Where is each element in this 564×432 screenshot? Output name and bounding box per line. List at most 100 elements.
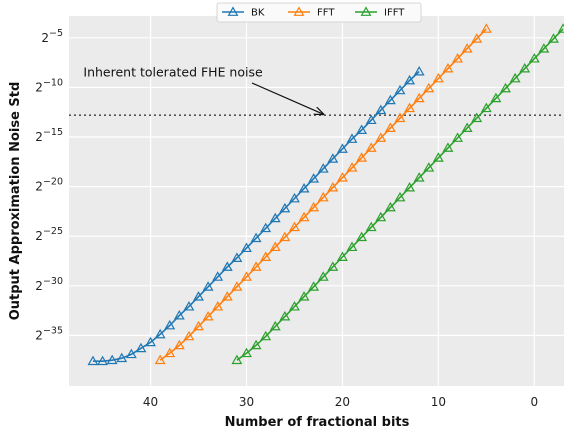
data-point-fft — [413, 92, 425, 103]
legend-label: FFT — [317, 8, 335, 19]
data-point-fft — [480, 23, 492, 33]
data-point-bk — [212, 271, 224, 281]
data-point-fft — [183, 330, 195, 341]
data-point-ifft — [250, 339, 262, 350]
y-tick-label: 2−5 — [41, 28, 63, 45]
data-point-ifft — [231, 354, 243, 365]
data-point-ifft — [394, 191, 406, 202]
data-point-fft — [241, 271, 252, 281]
data-point-ifft — [298, 291, 310, 301]
annotation: Inherent tolerated FHE noise — [83, 65, 323, 115]
data-point-fft — [289, 221, 300, 232]
data-point-fft — [221, 291, 233, 301]
data-point-bk — [327, 153, 339, 163]
series-fft — [154, 23, 492, 365]
data-point-bk — [173, 309, 185, 320]
data-point-ifft — [375, 211, 387, 222]
data-point-bk — [413, 65, 425, 76]
data-point-fft — [202, 310, 214, 321]
data-point-fft — [461, 43, 473, 53]
data-point-ifft — [384, 201, 396, 212]
data-point-bk — [308, 173, 320, 183]
annotation-text: Inherent tolerated FHE noise — [83, 65, 263, 80]
data-point-fft — [471, 33, 483, 43]
data-point-fft — [423, 82, 435, 93]
data-point-ifft — [490, 92, 502, 103]
data-point-fft — [269, 241, 281, 252]
data-point-ifft — [279, 310, 291, 321]
data-point-bk — [183, 301, 195, 311]
data-point-fft — [212, 301, 224, 311]
legend-swatch-marker — [293, 6, 305, 16]
y-tick-label: 2−35 — [35, 325, 63, 342]
data-point-ifft — [528, 53, 540, 63]
data-point-bk — [375, 104, 387, 115]
data-point-ifft — [452, 132, 463, 142]
data-point-ifft — [241, 347, 252, 358]
data-point-fft — [375, 132, 387, 142]
data-point-bk — [289, 192, 300, 203]
data-point-ifft — [327, 261, 339, 271]
data-point-bk — [298, 182, 310, 193]
data-point-bk — [346, 133, 358, 143]
x-tick-label: 10 — [431, 395, 446, 409]
legend-swatch-marker — [360, 6, 372, 16]
data-point-ifft — [519, 62, 531, 73]
data-point-ifft — [365, 221, 377, 232]
data-point-ifft — [336, 251, 348, 261]
series-bk — [87, 65, 425, 366]
x-tick-label: 20 — [335, 395, 350, 409]
data-point-fft — [308, 201, 320, 212]
y-axis-title: Output Approximation Noise Std — [8, 82, 23, 321]
data-point-fft — [231, 281, 243, 291]
data-point-fft — [298, 211, 310, 222]
data-point-bk — [336, 143, 348, 153]
legend: BK FFT IFFT — [216, 2, 422, 23]
x-tick-label: 30 — [239, 395, 254, 409]
data-point-bk — [384, 94, 396, 105]
legend-entry-ifft: IFFT — [355, 6, 405, 19]
data-point-ifft — [289, 301, 300, 311]
x-axis-title: Number of fractional bits — [225, 415, 410, 430]
data-point-ifft — [260, 330, 272, 341]
data-point-ifft — [317, 271, 329, 281]
data-point-bk — [106, 354, 118, 365]
series-group — [87, 23, 564, 366]
data-point-ifft — [432, 152, 444, 162]
data-point-bk — [193, 291, 204, 301]
x-tick-labels: 40 30 20 10 0 — [143, 395, 538, 409]
data-point-bk — [87, 355, 99, 366]
data-point-bk — [250, 232, 262, 243]
data-point-bk — [260, 222, 272, 233]
data-point-ifft — [538, 43, 550, 53]
data-point-bk — [404, 74, 416, 85]
y-tick-label: 2−20 — [35, 177, 63, 194]
data-point-fft — [260, 251, 272, 261]
data-point-fft — [365, 142, 377, 152]
data-point-bk — [317, 163, 329, 173]
data-point-ifft — [548, 33, 559, 43]
data-point-fft — [452, 53, 463, 63]
data-point-bk — [164, 319, 176, 330]
data-point-bk — [154, 328, 166, 339]
data-point-bk — [221, 261, 233, 271]
data-point-fft — [327, 181, 339, 192]
data-point-bk — [241, 242, 252, 253]
data-point-fft — [193, 320, 204, 331]
data-point-ifft — [404, 181, 416, 192]
legend-entry-fft: FFT — [288, 6, 335, 19]
y-tick-label: 2−25 — [35, 226, 63, 243]
data-point-ifft — [442, 142, 454, 152]
data-point-fft — [154, 354, 166, 365]
series-ifft — [231, 23, 564, 365]
data-point-fft — [384, 122, 396, 132]
data-point-ifft — [269, 320, 281, 331]
data-point-bk — [145, 336, 156, 347]
data-point-ifft — [509, 72, 521, 83]
annotation-arrow — [251, 82, 323, 114]
data-point-ifft — [346, 241, 358, 252]
x-tick-label: 40 — [143, 395, 158, 409]
legend-box — [216, 2, 422, 23]
legend-entry-bk: BK — [222, 6, 265, 19]
